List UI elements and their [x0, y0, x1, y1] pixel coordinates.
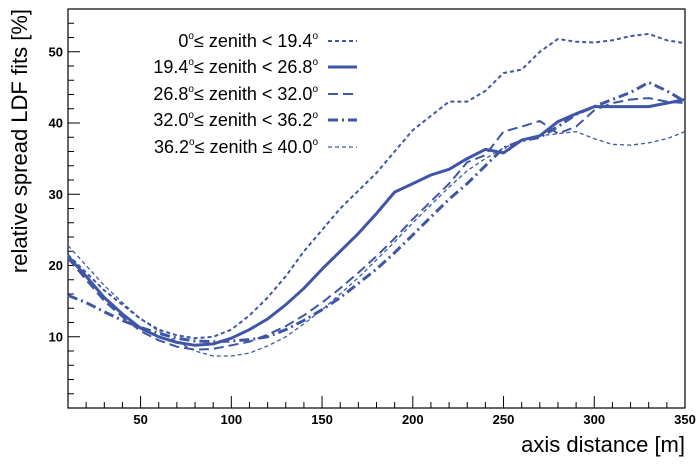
- y-tick-label: 50: [49, 44, 63, 59]
- y-tick-label: 40: [49, 116, 63, 131]
- x-tick-label: 100: [220, 412, 242, 427]
- x-tick-label: 150: [311, 412, 333, 427]
- legend-label-2: 19.4o≤ zenith < 26.8o: [153, 57, 318, 77]
- x-tick-label: 250: [493, 412, 515, 427]
- x-tick-label: 350: [674, 412, 696, 427]
- series-line-3: [67, 97, 686, 351]
- legend-label-4: 32.0o≤ zenith < 36.2o: [153, 110, 318, 130]
- series-line-4: [67, 80, 686, 344]
- y-tick-label: 30: [49, 187, 63, 202]
- axis-ticks: [67, 8, 686, 408]
- series-line-5: [67, 130, 686, 357]
- legend-label-5: 36.2o≤ zenith ≤ 40.0o: [154, 137, 318, 157]
- legend-label-1: 0o≤ zenith < 19.4o: [178, 31, 318, 51]
- legend-label-3: 26.8o≤ zenith < 32.0o: [153, 84, 318, 104]
- legend: 0o≤ zenith < 19.4o 19.4o≤ zenith < 26.8o 2…: [153, 31, 357, 157]
- x-tick-label: 300: [583, 412, 605, 427]
- y-tick-label: 20: [49, 258, 63, 273]
- x-tick-label: 200: [402, 412, 424, 427]
- x-tick-label: 50: [133, 412, 147, 427]
- y-axis-title: relative spread LDF fits [%]: [7, 9, 32, 273]
- y-tick-label: 10: [49, 329, 63, 344]
- series-line-1: [67, 32, 686, 340]
- series-layer: [66, 32, 686, 357]
- axis-tick-labels: 50 100 150 200 250 300 350 10 20 30 40 50: [49, 44, 696, 427]
- x-axis-title: axis distance [m]: [521, 432, 685, 457]
